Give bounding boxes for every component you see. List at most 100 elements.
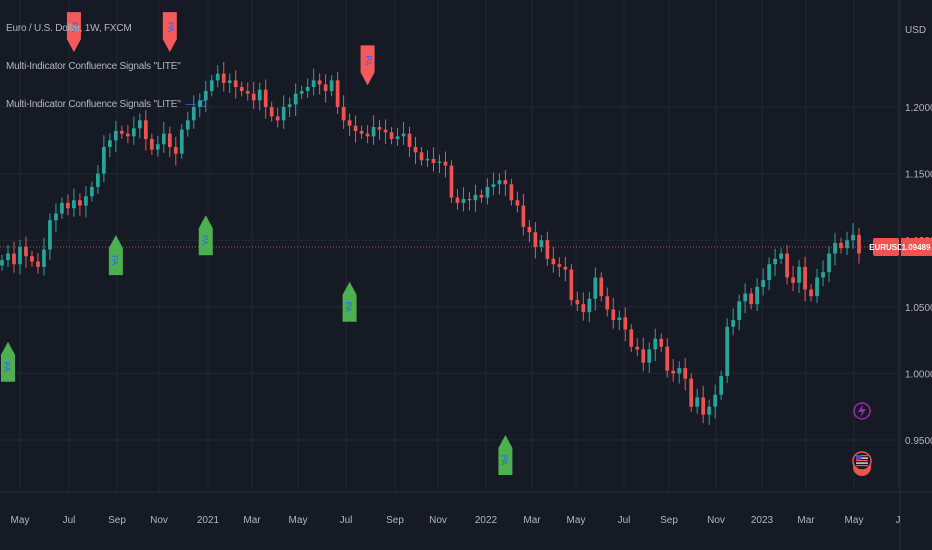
candle-body [102, 146, 106, 174]
candle-body [395, 136, 400, 139]
lightning-bolt [858, 404, 866, 418]
signal-label: PA [2, 362, 11, 373]
candle-body [30, 256, 34, 262]
candle-body [455, 197, 460, 203]
candle-body [233, 80, 238, 88]
time-tick-label: Sep [386, 515, 404, 526]
time-tick-label: Sep [660, 515, 678, 526]
time-tick-label: 2023 [751, 515, 774, 526]
us-flag-event-icon[interactable] [852, 451, 872, 476]
candle-body [797, 266, 801, 283]
legend-symbol[interactable]: Euro / U.S. Dollar, 1W, FXCM [6, 23, 132, 34]
candle-body [755, 286, 759, 305]
candle-body [503, 180, 508, 185]
time-tick-label: May [11, 515, 30, 526]
candle-body [227, 80, 232, 84]
candle-body [425, 158, 430, 161]
candle-body [473, 194, 478, 201]
time-tick-label: May [845, 515, 864, 526]
buy-arrow [0, 341, 15, 382]
candle-body [587, 298, 592, 313]
flag-stripe [856, 457, 868, 459]
candle-body [353, 125, 358, 131]
time-tick-label: Mar [243, 515, 261, 526]
sell-signal-marker: PA [162, 12, 177, 53]
flag-stripe [856, 465, 868, 467]
candle-body [629, 329, 634, 347]
candle-body [401, 133, 406, 137]
candle-body [383, 129, 388, 133]
sell-signal-marker: PA [360, 45, 375, 86]
time-tick-label: Nov [150, 515, 168, 526]
candle-body [137, 120, 142, 129]
sell-arrow [360, 45, 375, 86]
candle-body [191, 107, 196, 121]
candle-body [659, 338, 664, 347]
candle-body [557, 264, 562, 267]
candle-body [275, 116, 280, 121]
candle-body [12, 253, 16, 265]
candle-body [317, 80, 322, 85]
candle-body [725, 326, 730, 377]
buy-signal-marker: PA [342, 281, 357, 322]
candle-body [78, 200, 82, 206]
candle-body [287, 104, 292, 107]
candle-body [461, 198, 466, 203]
legend-indicator-2-label: Multi-Indicator Confluence Signals "LITE… [6, 99, 181, 110]
candle-body [497, 180, 502, 185]
price-tick-label: 1.15000 [905, 170, 932, 181]
candle-body [173, 146, 178, 154]
candle-body [131, 128, 136, 137]
candle-body [419, 152, 424, 161]
candle-body [683, 368, 688, 379]
candle-body [713, 394, 718, 407]
candle-body [6, 253, 10, 261]
candle-body [761, 280, 765, 287]
flag-stripe [856, 455, 868, 457]
candle-body [209, 80, 214, 92]
candle-body [305, 87, 310, 92]
legend-indicator-1[interactable]: Multi-Indicator Confluence Signals "LITE… [6, 61, 181, 72]
signal-label: PA [364, 55, 373, 66]
candle-body [36, 261, 40, 267]
symbol-tag-text: EURUSD [869, 243, 903, 252]
candle-body [641, 349, 646, 363]
candle-body [407, 133, 412, 147]
lightning-circle [853, 402, 871, 420]
price-tick-label: 1.20000 [905, 103, 932, 114]
candle-body [563, 266, 568, 270]
signal-label: PA [499, 455, 508, 466]
price-tag-text: 1.09489 [902, 243, 931, 252]
candle-body [701, 397, 706, 415]
candle-body [413, 146, 418, 153]
candle-body [48, 220, 52, 250]
lightning-event-icon[interactable] [853, 402, 871, 420]
candle-body [54, 213, 58, 221]
candle-body [269, 107, 274, 117]
candle-body [263, 89, 268, 107]
candle-body [257, 89, 262, 101]
price-tick-label: 1.00000 [905, 369, 932, 380]
candle-body [509, 184, 514, 201]
candle-body [617, 317, 622, 321]
candle-body [551, 258, 556, 265]
flag-stripe [856, 462, 868, 464]
candle-body [60, 202, 64, 214]
candle-body [671, 370, 676, 374]
buy-arrow [498, 434, 513, 475]
flag-canton [856, 455, 861, 460]
candle-body [215, 73, 220, 81]
candle-body [653, 338, 658, 350]
candle-body [785, 253, 789, 278]
candle-body [323, 84, 328, 92]
candle-body [143, 120, 148, 139]
candle-body [827, 253, 831, 273]
candle-body [329, 80, 334, 92]
candle-body [533, 232, 538, 247]
sell-signal-marker: PA [66, 12, 81, 53]
legend-indicator-2[interactable]: Multi-Indicator Confluence Signals "LITE… [6, 99, 206, 110]
legend-indicator-2-value: — 0 [183, 99, 207, 110]
candle-body [443, 161, 448, 166]
candle-body [647, 349, 652, 363]
